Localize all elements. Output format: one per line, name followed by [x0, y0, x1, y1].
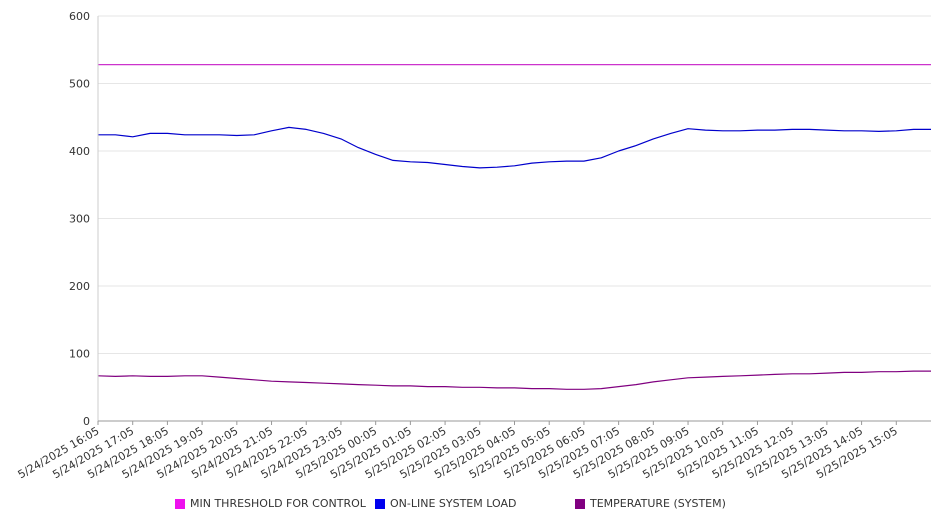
line-chart: 0 100 200 300 400 500 600 5/24/2025 16:055/24/…: [16, 10, 931, 481]
legend: MIN THRESHOLD FOR CONTROL ON-LINE SYSTEM…: [0, 497, 946, 515]
legend-label-min-threshold: MIN THRESHOLD FOR CONTROL: [190, 497, 366, 510]
y-tick-label: 600: [69, 10, 90, 23]
legend-swatch-online-load: [375, 498, 385, 509]
y-tick-label: 500: [69, 78, 90, 91]
y-tick-label: 0: [83, 415, 90, 428]
x-axis-ticks: 5/24/2025 16:055/24/2025 17:055/24/2025 …: [16, 421, 900, 481]
series-line-online-load[interactable]: [98, 126, 931, 169]
legend-item-temperature[interactable]: TEMPERATURE (SYSTEM): [575, 497, 726, 510]
legend-item-online-load[interactable]: ON-LINE SYSTEM LOAD: [375, 497, 516, 510]
legend-label-temperature: TEMPERATURE (SYSTEM): [590, 497, 726, 510]
legend-item-min-threshold[interactable]: MIN THRESHOLD FOR CONTROL: [175, 497, 366, 510]
y-tick-label: 300: [69, 213, 90, 226]
legend-label-online-load: ON-LINE SYSTEM LOAD: [390, 497, 517, 510]
grid-lines: [98, 15, 931, 354]
series-line-temperature[interactable]: [97, 370, 931, 390]
legend-swatch-min-threshold: [175, 498, 185, 509]
y-tick-label: 100: [69, 348, 90, 361]
series-lines: [97, 63, 931, 390]
y-axis-ticks: 0 100 200 300 400 500 600: [69, 10, 90, 428]
y-tick-label: 400: [69, 145, 90, 158]
legend-swatch-temperature: [575, 498, 585, 509]
y-tick-label: 200: [69, 280, 90, 293]
